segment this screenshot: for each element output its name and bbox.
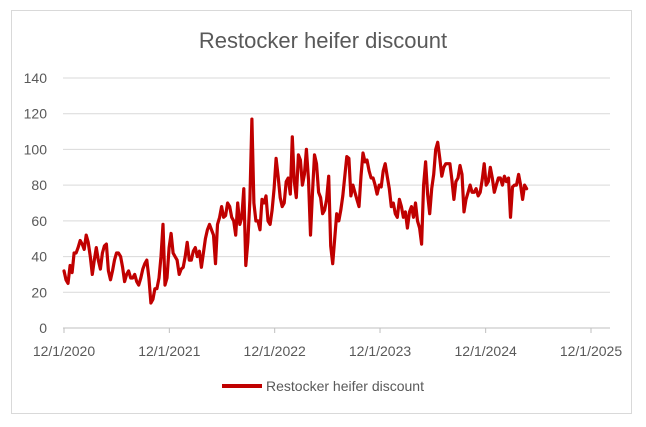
x-tick-label: 12/1/2025 bbox=[560, 343, 622, 359]
y-tick-label: 60 bbox=[31, 213, 47, 229]
legend-swatch bbox=[222, 384, 263, 388]
x-tick-label: 12/1/2023 bbox=[349, 343, 411, 359]
y-tick-label: 20 bbox=[31, 284, 47, 300]
legend-label: Restocker heifer discount bbox=[266, 378, 424, 394]
y-tick-label: 40 bbox=[31, 249, 47, 265]
x-tick-label: 12/1/2024 bbox=[455, 343, 517, 359]
y-tick-label: 120 bbox=[24, 106, 48, 122]
y-tick-label: 80 bbox=[31, 177, 47, 193]
x-tick-label: 12/1/2021 bbox=[138, 343, 200, 359]
series-line bbox=[62, 117, 529, 305]
y-tick-label: 0 bbox=[39, 320, 47, 336]
legend: Restocker heifer discount bbox=[0, 378, 646, 394]
chart-title: Restocker heifer discount bbox=[198, 28, 448, 53]
x-tick-label: 12/1/2020 bbox=[33, 343, 95, 359]
x-tick-label: 12/1/2022 bbox=[244, 343, 306, 359]
y-tick-label: 140 bbox=[24, 70, 48, 86]
y-tick-label: 100 bbox=[24, 141, 48, 157]
